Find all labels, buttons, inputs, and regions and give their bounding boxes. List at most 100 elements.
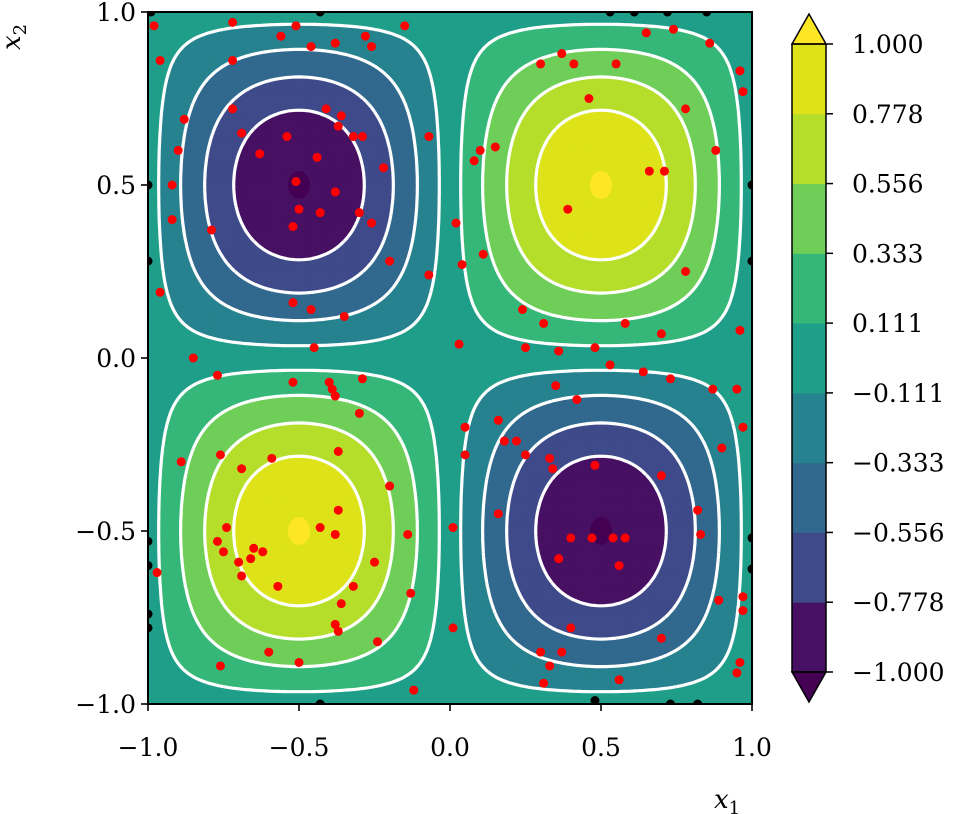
sample-point (155, 55, 165, 65)
boundary-point (148, 536, 153, 546)
sample-point (620, 533, 630, 543)
sample-point (711, 145, 721, 155)
y-axis-label: x2 (0, 24, 31, 50)
plot-area (148, 12, 752, 704)
sample-point (478, 249, 488, 259)
sample-point (228, 55, 238, 65)
sample-point (536, 647, 546, 657)
sample-point (705, 38, 715, 48)
colorbar-band (792, 532, 826, 603)
sample-point (333, 626, 343, 636)
sample-point (584, 94, 594, 103)
sample-point (517, 305, 527, 315)
sample-point (551, 381, 561, 391)
sample-point (521, 343, 530, 353)
sample-point (237, 464, 247, 474)
y-tick-label: 0.5 (96, 171, 136, 200)
sample-point (644, 166, 654, 176)
sample-point (656, 633, 666, 643)
sample-point (264, 647, 274, 657)
boundary-point (702, 12, 712, 17)
sample-point (735, 325, 745, 335)
boundary-point (315, 699, 325, 704)
sample-point (315, 208, 325, 218)
sample-point (288, 222, 298, 232)
sample-point (348, 132, 358, 142)
sample-point (330, 187, 340, 197)
colorbar-tick-label: −0.111 (852, 379, 945, 408)
colorbar-band (792, 113, 826, 185)
sample-point (460, 450, 470, 460)
contour-lines (157, 22, 743, 694)
boundary-point (590, 696, 600, 704)
sample-point (330, 619, 340, 629)
sample-point (288, 377, 298, 387)
sample-point (611, 59, 621, 69)
sample-point (255, 149, 265, 159)
sample-point (336, 111, 346, 121)
sample-point (276, 31, 286, 41)
sample-point (228, 104, 238, 114)
sample-point (309, 343, 319, 353)
sample-point (188, 353, 198, 363)
x-tick-label: −1.0 (118, 733, 179, 762)
sample-point (212, 536, 222, 546)
sample-point (315, 523, 325, 533)
sample-point (499, 436, 509, 446)
sample-point (330, 529, 340, 539)
sample-point (587, 533, 597, 543)
sample-point (321, 104, 331, 114)
sample-point (511, 436, 521, 446)
sample-point (324, 377, 334, 387)
sample-point (366, 218, 376, 228)
sample-point (424, 270, 434, 280)
colorbar-band (792, 462, 826, 533)
boundary-point (747, 564, 752, 574)
sample-point (548, 464, 558, 474)
sample-point (717, 443, 727, 453)
sample-point (557, 647, 567, 657)
sample-point (291, 21, 301, 31)
sample-point (590, 343, 600, 353)
sample-point (179, 114, 189, 124)
sample-point (327, 384, 337, 394)
sample-point (493, 415, 503, 425)
sample-point (366, 42, 376, 52)
sample-point (167, 180, 177, 190)
sample-point (656, 329, 666, 339)
boundary-point (629, 12, 639, 17)
sample-point (333, 505, 343, 515)
sample-point (545, 453, 555, 463)
sample-point (451, 218, 461, 228)
boundary-point (747, 533, 752, 543)
sample-point (333, 446, 343, 456)
sample-point (668, 24, 678, 34)
contour-line-0.111 (157, 22, 743, 694)
contour-line--0.111 (157, 22, 743, 694)
sample-point (306, 42, 316, 52)
sample-point (620, 318, 630, 328)
sample-point (291, 177, 301, 187)
contour-line-0.333 (179, 47, 721, 669)
contour-line--0.333 (179, 47, 721, 669)
sample-point (735, 657, 745, 667)
sample-point (336, 599, 346, 609)
colorbar-band (792, 602, 826, 673)
sample-point (590, 460, 600, 470)
y-tick-label: 0.0 (96, 344, 136, 373)
sample-point (566, 533, 576, 543)
colorbar: −1.000 −0.778 −0.556 −0.333 −0.111 0.111 0.333… (790, 12, 945, 704)
boundary-point (148, 609, 153, 619)
sample-point (219, 547, 228, 557)
sample-point (312, 152, 322, 162)
sample-point (333, 121, 343, 131)
sample-point (273, 581, 283, 591)
contour-line--0.556 (203, 75, 697, 641)
sample-point (357, 132, 367, 142)
contour-fills (148, 12, 752, 704)
sample-point (460, 422, 470, 432)
colorbar-tick-label: 0.333 (852, 239, 924, 268)
sample-point (448, 623, 458, 633)
sample-point (234, 557, 244, 567)
